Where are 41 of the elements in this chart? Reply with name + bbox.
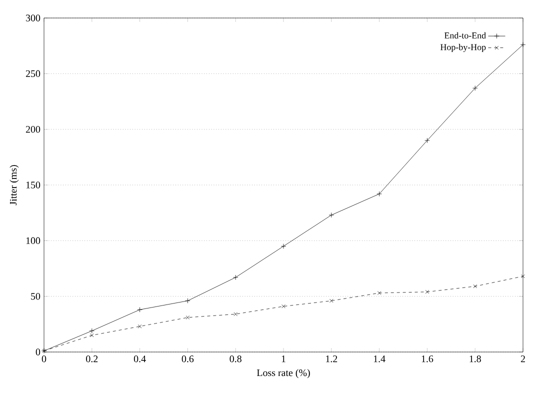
x-axis-title: Loss rate (%) (256, 369, 310, 378)
x-tick-label: 1.6 (422, 356, 434, 362)
point (472, 86, 478, 91)
legend-label: End-to-End (444, 32, 486, 39)
point (233, 274, 238, 280)
x-tick-label: 1.2 (326, 356, 338, 362)
x-tick-label: 0.8 (230, 356, 242, 362)
x-tick-label: 1.4 (374, 356, 386, 362)
point (186, 316, 190, 320)
x-tick-label: 0.4 (134, 356, 146, 362)
x-tick-label: 1 (282, 356, 286, 362)
point (89, 328, 94, 334)
point (330, 298, 334, 303)
x-tick-label: 2 (520, 356, 525, 362)
point (138, 324, 142, 328)
y-tick-label: 50 (31, 292, 40, 300)
point (473, 284, 477, 288)
point (425, 290, 430, 294)
point (280, 244, 286, 249)
x-tick-label: 0.6 (182, 356, 194, 362)
y-tick-label: 200 (26, 126, 40, 133)
point (185, 298, 190, 304)
point (328, 212, 334, 218)
point (282, 304, 286, 308)
y-tick-label: 150 (26, 182, 40, 188)
x-tick-label: 0 (42, 356, 46, 362)
y-tick-label: 0 (36, 348, 40, 356)
point (376, 191, 382, 196)
point (234, 312, 238, 316)
point (424, 138, 430, 144)
point (377, 291, 382, 295)
x-tick-label: 0.2 (86, 356, 98, 362)
point (90, 333, 94, 338)
legend-label: Hop-by-Hop (440, 44, 486, 52)
point (137, 307, 142, 312)
x-tick-label: 1.8 (470, 356, 481, 362)
y-axis-title: Jitter (ms) (10, 165, 19, 206)
y-tick-label: 100 (26, 237, 40, 244)
y-tick-label: 250 (26, 70, 40, 78)
y-tick-label: 300 (26, 14, 40, 22)
point (521, 274, 525, 278)
